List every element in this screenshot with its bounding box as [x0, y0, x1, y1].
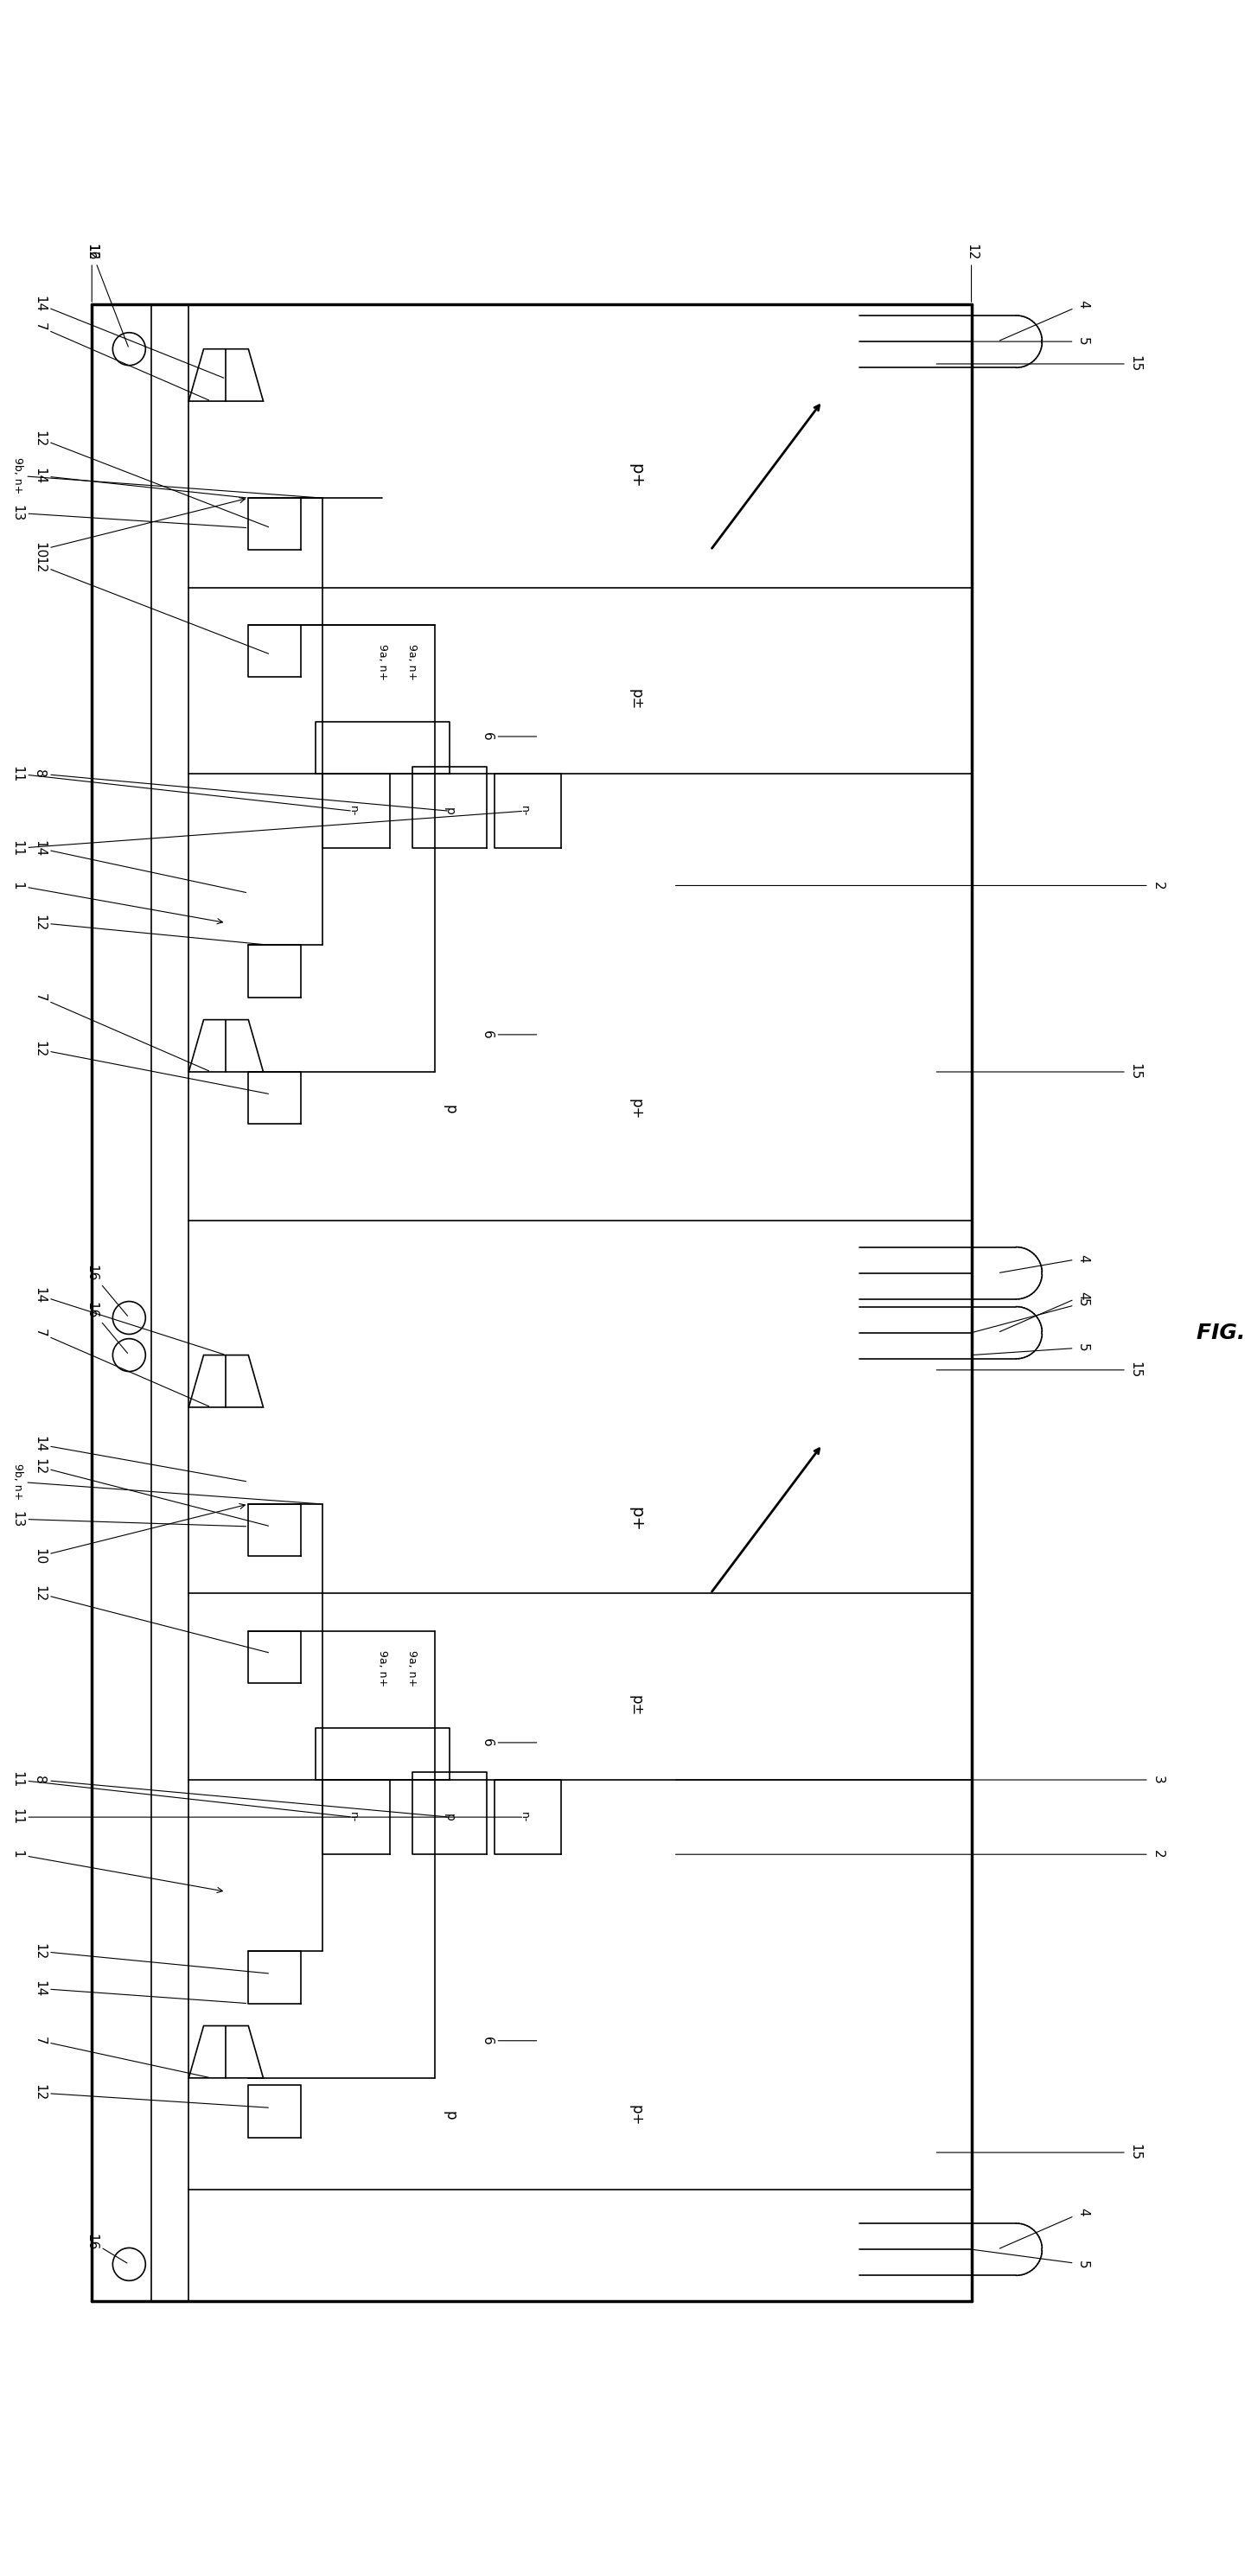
- Text: 5: 5: [973, 2249, 1090, 2269]
- Text: 15: 15: [937, 1363, 1142, 1378]
- Text: 11: 11: [11, 1808, 522, 1826]
- Text: 9a, n+: 9a, n+: [377, 644, 388, 680]
- Text: n-: n-: [347, 1811, 358, 1821]
- Text: 5: 5: [973, 1298, 1090, 1332]
- Text: 10: 10: [34, 497, 245, 559]
- Text: p±: p±: [628, 688, 644, 711]
- Text: 15: 15: [937, 1064, 1142, 1079]
- Text: 14: 14: [34, 1288, 224, 1355]
- Text: n-: n-: [518, 1811, 529, 1821]
- Text: 15: 15: [937, 2143, 1142, 2161]
- Text: FIG. 1: FIG. 1: [1196, 1321, 1251, 1342]
- Text: 7: 7: [34, 2038, 209, 2076]
- Text: 6: 6: [480, 1739, 537, 1747]
- Text: 12: 12: [34, 2084, 268, 2107]
- Text: 2: 2: [676, 881, 1165, 889]
- Text: 6: 6: [480, 732, 537, 742]
- Text: 7: 7: [34, 1329, 209, 1406]
- Text: p+: p+: [628, 2105, 644, 2125]
- Text: p: p: [442, 2110, 458, 2120]
- Text: 6: 6: [480, 2038, 537, 2045]
- Text: 3: 3: [676, 1775, 1165, 1785]
- Text: 2: 2: [676, 1850, 1165, 1857]
- Text: 11: 11: [11, 765, 350, 811]
- Text: 12: 12: [34, 914, 268, 945]
- Text: 11: 11: [11, 1772, 350, 1816]
- Text: 4: 4: [1000, 301, 1090, 340]
- Text: 1: 1: [11, 1850, 223, 1893]
- Text: 12: 12: [34, 430, 269, 528]
- Text: 7: 7: [34, 322, 209, 399]
- Text: p: p: [444, 806, 455, 814]
- Text: 16: 16: [85, 1265, 128, 1316]
- Text: 11: 11: [11, 811, 522, 858]
- Text: 9a, n+: 9a, n+: [407, 1649, 418, 1687]
- Text: 12: 12: [34, 1942, 268, 1973]
- Text: 13: 13: [11, 505, 246, 528]
- Text: p+: p+: [628, 1097, 644, 1121]
- Text: 14: 14: [34, 1981, 246, 2004]
- Text: 12: 12: [34, 1584, 269, 1654]
- Text: p+: p+: [628, 1507, 644, 1533]
- Text: 14: 14: [34, 1437, 246, 1481]
- Text: n-: n-: [347, 806, 358, 817]
- Text: 16: 16: [85, 1301, 128, 1352]
- Text: 8: 8: [34, 1775, 447, 1816]
- Text: p±: p±: [628, 1695, 644, 1716]
- Text: 5: 5: [973, 1345, 1090, 1355]
- Text: 13: 13: [11, 1510, 246, 1528]
- Text: 16: 16: [85, 245, 129, 348]
- Text: p: p: [442, 1105, 458, 1113]
- Text: 14: 14: [34, 840, 246, 891]
- Text: 6: 6: [480, 1030, 537, 1038]
- Text: 10: 10: [34, 1504, 245, 1564]
- Text: 9b, n+: 9b, n+: [11, 459, 320, 497]
- Text: n-: n-: [518, 806, 529, 817]
- Text: 12: 12: [34, 1041, 269, 1095]
- Text: 8: 8: [34, 770, 447, 811]
- Text: 15: 15: [937, 355, 1142, 371]
- Text: 9a, n+: 9a, n+: [407, 644, 418, 680]
- Text: 1: 1: [11, 881, 223, 925]
- Text: 5: 5: [973, 337, 1090, 345]
- Text: 16: 16: [85, 2233, 128, 2264]
- Text: 4: 4: [1000, 2208, 1090, 2249]
- Text: 12: 12: [965, 245, 978, 301]
- Text: 12: 12: [85, 245, 99, 301]
- Text: 9b, n+: 9b, n+: [11, 1463, 320, 1504]
- Text: p+: p+: [628, 464, 644, 489]
- Text: 12: 12: [34, 556, 269, 654]
- Text: 4: 4: [1000, 1255, 1090, 1273]
- Text: p: p: [444, 1814, 455, 1821]
- Text: 14: 14: [34, 466, 246, 497]
- Text: 12: 12: [34, 1458, 269, 1525]
- Text: 4: 4: [1000, 1291, 1090, 1332]
- Text: 14: 14: [34, 296, 224, 379]
- Text: 9a, n+: 9a, n+: [377, 1649, 388, 1687]
- Text: 7: 7: [34, 994, 209, 1072]
